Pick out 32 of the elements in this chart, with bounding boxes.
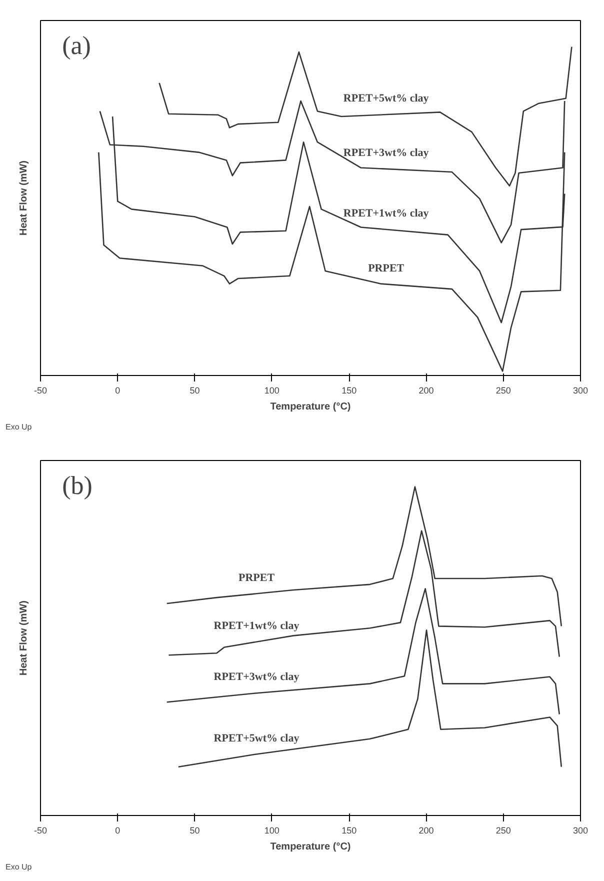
- series-label: PRPET: [238, 572, 276, 584]
- x-axis-title: Temperature (°C): [270, 402, 351, 412]
- x-tick-label: 150: [342, 386, 357, 396]
- series-label: RPET+1wt% clay: [214, 620, 300, 632]
- x-tick-label: 300: [572, 826, 588, 836]
- x-tick-label: 100: [264, 826, 280, 836]
- chart-title: (b): [62, 471, 92, 500]
- text: Exo Up: [6, 862, 32, 872]
- text: Exo Up: [6, 422, 32, 432]
- y-axis-title: Heat Flow (mW): [18, 160, 30, 236]
- x-tick-label: 200: [418, 386, 434, 396]
- x-axis-title: Temperature (°C): [270, 842, 351, 852]
- series-label: RPET+5wt% clay: [214, 732, 300, 744]
- x-tick-label: 150: [342, 826, 357, 836]
- series-label: RPET+3wt% clay: [214, 671, 300, 684]
- x-tick-label: 250: [496, 826, 511, 836]
- x-tick-label: -50: [34, 386, 48, 396]
- y-axis-title: Heat Flow (mW): [18, 600, 30, 676]
- chart-title: (a): [62, 31, 91, 60]
- x-tick-label: 100: [264, 386, 280, 396]
- x-tick-label: 0: [115, 386, 120, 396]
- x-tick-label: 300: [572, 386, 588, 396]
- series-label: RPET+1wt% clay: [343, 208, 430, 220]
- series-label: PRPET: [368, 262, 405, 274]
- x-tick-label: -50: [34, 826, 48, 836]
- x-tick-label: 50: [190, 826, 200, 836]
- series-label: RPET+5wt% clay: [343, 92, 430, 105]
- x-tick-label: 250: [496, 386, 511, 396]
- x-tick-label: 200: [418, 826, 434, 836]
- x-tick-label: 50: [190, 386, 200, 396]
- series-label: RPET+3wt% clay: [343, 147, 430, 160]
- x-tick-label: 0: [115, 826, 120, 836]
